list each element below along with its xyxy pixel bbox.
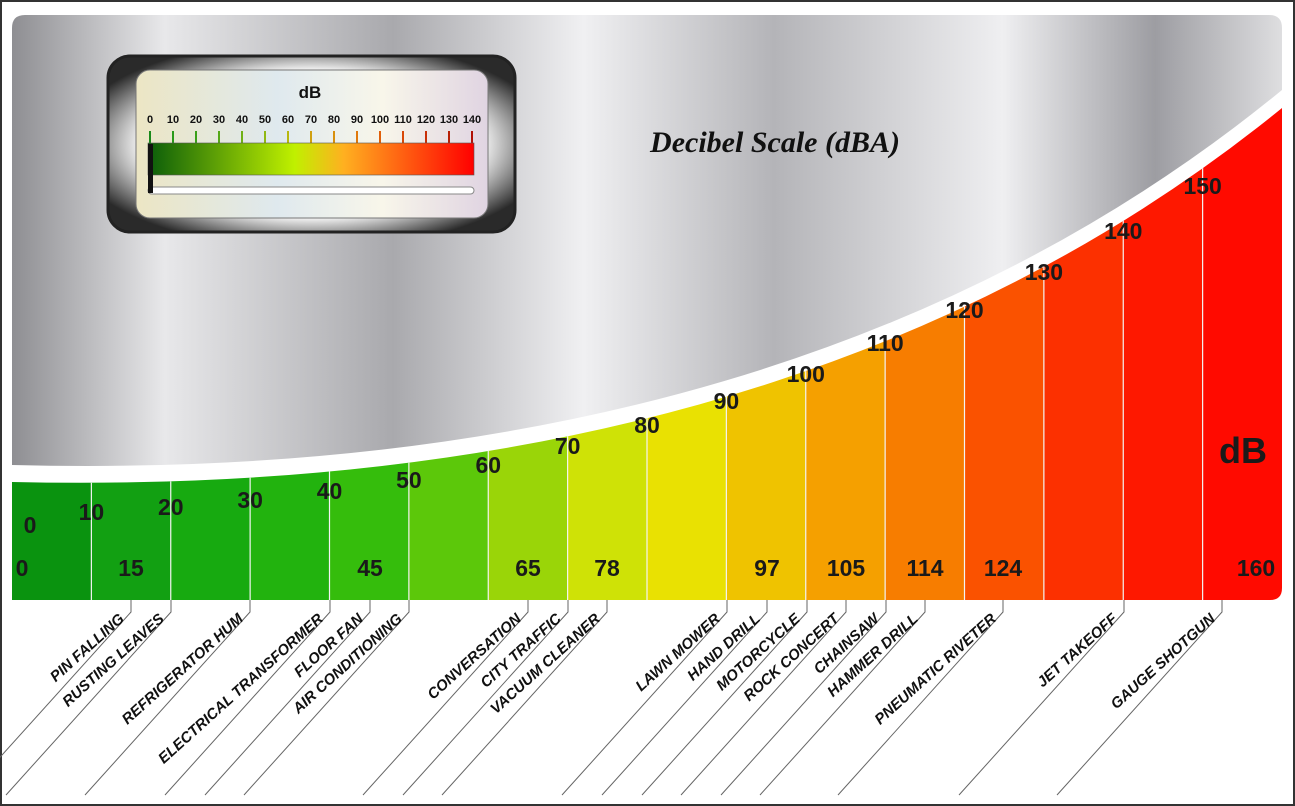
db-meter: dB 0 10 20 30 40 50 60 70 80 90 100 110 120 130 140 bbox=[106, 54, 517, 234]
meter-gradient-bar bbox=[147, 142, 475, 176]
page-title: Decibel Scale (dBA) bbox=[649, 126, 900, 159]
meter-needle bbox=[148, 144, 153, 193]
level-labels: 0 10 20 30 40 50 60 70 80 90 100 110 120 130 140 150 0 15… bbox=[16, 173, 1276, 581]
leader-line bbox=[402, 600, 569, 796]
level-label: 70 bbox=[555, 433, 581, 459]
leader-line bbox=[362, 600, 529, 796]
source-db-value: 65 bbox=[515, 555, 541, 581]
meter-tick-label: 20 bbox=[190, 114, 202, 126]
level-label: 100 bbox=[787, 361, 825, 387]
leader-line bbox=[680, 600, 847, 796]
meter-tick-label: 70 bbox=[305, 114, 317, 126]
level-label: 0 bbox=[24, 512, 37, 538]
leader-line bbox=[720, 600, 887, 796]
meter-tick-label: 0 bbox=[147, 114, 153, 126]
leader-line bbox=[243, 600, 410, 796]
level-label: 10 bbox=[79, 499, 105, 525]
source-db-value: 114 bbox=[906, 555, 943, 581]
level-label: 120 bbox=[945, 297, 983, 323]
source-db-value: 15 bbox=[118, 555, 144, 581]
level-label: 140 bbox=[1104, 218, 1142, 244]
leader-line bbox=[759, 600, 926, 796]
meter-tick-label: 30 bbox=[213, 114, 225, 126]
meter-tick-label: 40 bbox=[236, 114, 248, 126]
meter-tick-label: 10 bbox=[167, 114, 179, 126]
source-db-value: 124 bbox=[984, 555, 1023, 581]
source-db-value: 160 bbox=[1237, 555, 1275, 581]
level-label: 110 bbox=[867, 330, 904, 356]
unit-label: dB bbox=[1219, 430, 1267, 471]
meter-tick-label: 60 bbox=[282, 114, 294, 126]
source-db-value: 97 bbox=[754, 555, 780, 581]
source-db-value: 78 bbox=[594, 555, 620, 581]
level-label: 40 bbox=[317, 478, 343, 504]
leader-line bbox=[561, 600, 728, 796]
level-label: 150 bbox=[1183, 173, 1221, 199]
meter-tick-label: 140 bbox=[463, 114, 481, 126]
meter-tick-label: 50 bbox=[259, 114, 271, 126]
leader-line bbox=[5, 600, 172, 796]
leader-line bbox=[1056, 600, 1223, 796]
level-label: 130 bbox=[1025, 259, 1063, 285]
meter-tick-label: 100 bbox=[371, 114, 389, 126]
level-label: 50 bbox=[396, 467, 422, 493]
leader-line bbox=[641, 600, 808, 796]
leader-line bbox=[958, 600, 1125, 796]
source-db-value: 45 bbox=[357, 555, 383, 581]
level-label: 30 bbox=[237, 487, 263, 513]
level-label: 90 bbox=[714, 388, 740, 414]
source-db-value: 0 bbox=[16, 555, 29, 581]
leader-line bbox=[0, 600, 132, 759]
meter-tick-label: 80 bbox=[328, 114, 340, 126]
source-db-value: 105 bbox=[827, 555, 866, 581]
leader-line bbox=[204, 600, 371, 796]
leader-line bbox=[164, 600, 331, 796]
meter-tick-label: 130 bbox=[440, 114, 458, 126]
level-label: 20 bbox=[158, 494, 184, 520]
meter-tick-label: 110 bbox=[394, 114, 412, 126]
leader-line bbox=[84, 600, 251, 796]
meter-track bbox=[147, 186, 475, 195]
level-label: 60 bbox=[475, 452, 501, 478]
level-label: 80 bbox=[634, 412, 660, 438]
meter-tick-label: 90 bbox=[351, 114, 363, 126]
leader-line bbox=[837, 600, 1004, 796]
level-column bbox=[1202, 108, 1282, 600]
leader-line bbox=[601, 600, 768, 796]
meter-scale: 0 10 20 30 40 50 60 70 80 90 100 110 120 130 140 bbox=[147, 114, 481, 143]
meter-label: dB bbox=[299, 83, 322, 102]
meter-tick-label: 120 bbox=[417, 114, 435, 126]
leader-line bbox=[441, 600, 608, 796]
